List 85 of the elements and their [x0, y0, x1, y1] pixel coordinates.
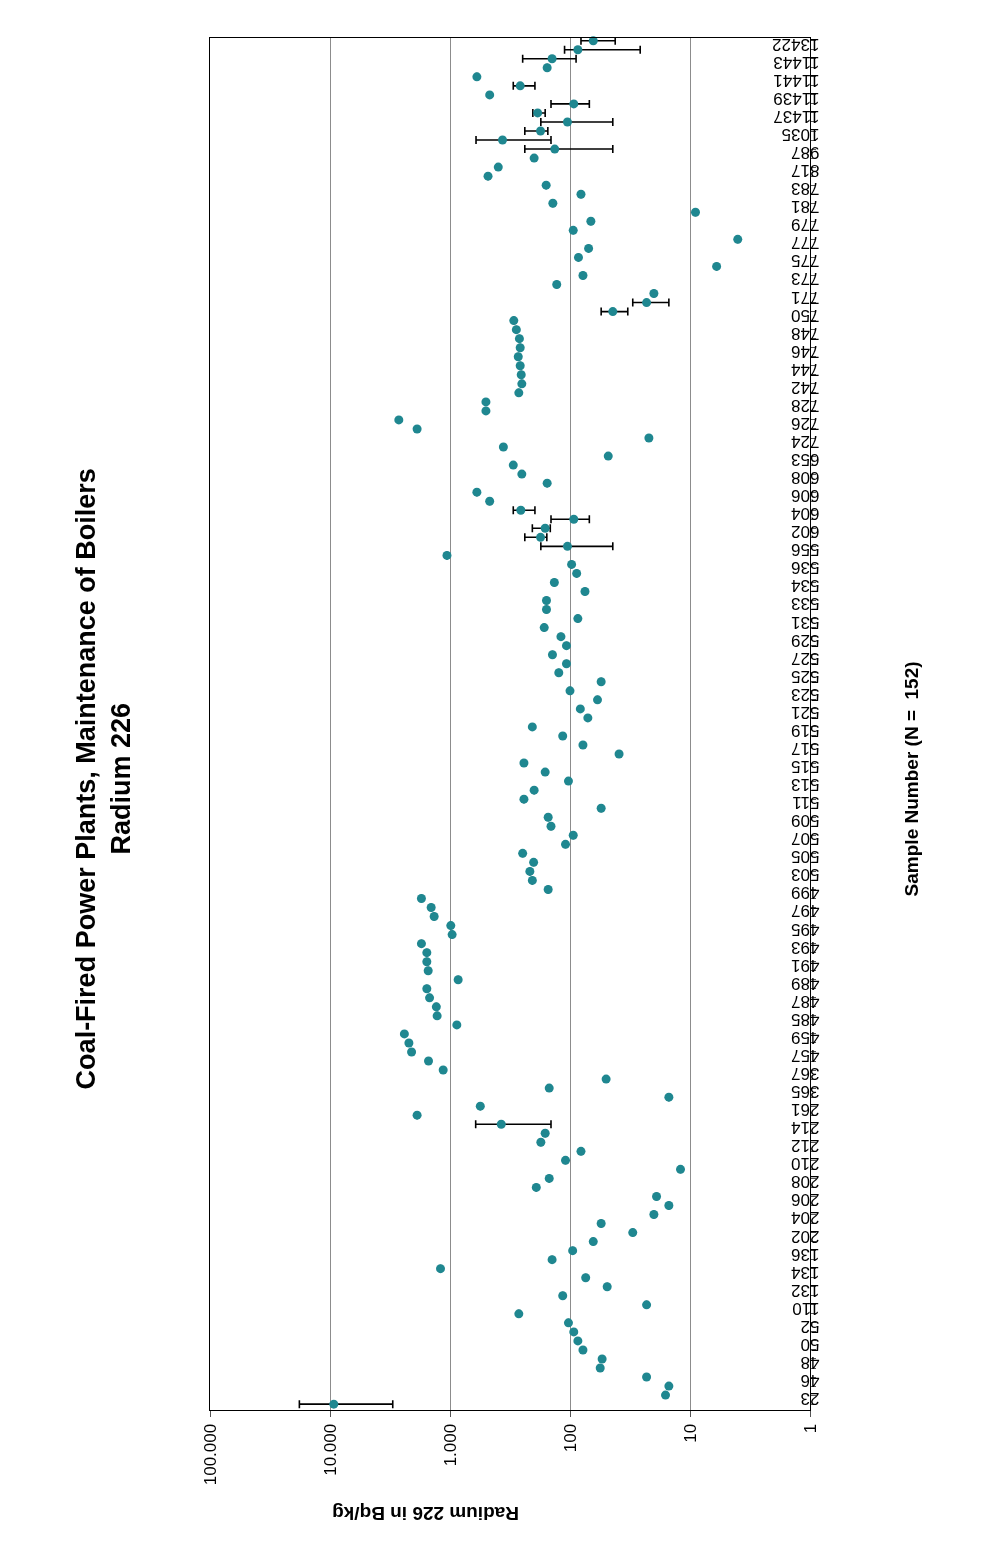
x-tick-label: 1 — [800, 1423, 820, 1434]
y-tick-label: 748 — [791, 323, 820, 343]
y-tick-label: 202 — [791, 1226, 820, 1246]
y-tick-label: 507 — [791, 829, 820, 849]
y-tick-label: 487 — [791, 991, 820, 1011]
y-tick-label: 750 — [791, 305, 820, 325]
y-tick-label: 110 — [792, 1298, 820, 1318]
y-tick-label: 485 — [791, 1009, 820, 1029]
y-tick-label: 206 — [791, 1190, 820, 1210]
y-tick-label: 509 — [791, 811, 820, 831]
y-tick-label: 521 — [791, 702, 820, 722]
y-tick-label: 132 — [791, 1280, 820, 1300]
y-tick-label: 746 — [791, 341, 820, 361]
y-tick-label: 1035 — [781, 124, 820, 144]
y-tick-label: 781 — [791, 197, 820, 217]
text: Coal-Fired Power Plants, Maintenance of Boilers Radium 226 — [70, 468, 136, 1090]
y-tick-label: 744 — [791, 359, 820, 379]
y-tick-label: 779 — [791, 215, 820, 235]
y-tick-label: 11437 — [773, 106, 820, 126]
y-tick-label: 48 — [800, 1352, 820, 1372]
y-tick-label: 531 — [791, 612, 820, 632]
y-tick-label: 987 — [791, 143, 820, 163]
y-tick-label: 771 — [791, 287, 820, 307]
y-tick-label: 365 — [791, 1082, 820, 1102]
y-tick-label: 367 — [791, 1064, 820, 1084]
y-tick-label: 653 — [791, 450, 820, 470]
y-tick-label: 556 — [791, 540, 820, 560]
y-tick-label: 11443 — [773, 52, 820, 72]
y-tick-label: 536 — [791, 558, 820, 578]
y-tick-label: 534 — [791, 576, 820, 596]
y-tick-label: 208 — [791, 1172, 820, 1192]
y-tick-label: 724 — [791, 431, 820, 451]
x-axis-title: Radium 226 in Bq/kg — [332, 1503, 519, 1525]
y-tick-label: 11441 — [773, 70, 820, 90]
y-tick-label: 775 — [791, 251, 820, 271]
y-tick-label: 773 — [791, 269, 820, 289]
y-tick-label: 511 — [792, 793, 820, 813]
x-tick-label: 1.000 — [440, 1423, 460, 1467]
y-tick-label: 602 — [791, 522, 820, 542]
y-tick-label: 499 — [791, 883, 820, 903]
y-tick-label: 493 — [791, 937, 820, 957]
y-tick-label: 505 — [791, 847, 820, 867]
y-tick-label: 783 — [791, 179, 820, 199]
y-tick-label: 11439 — [773, 88, 820, 108]
y-tick-label: 515 — [791, 757, 820, 777]
y-tick-label: 529 — [791, 630, 820, 650]
x-tick-label: 100 — [560, 1423, 580, 1453]
y-tick-label: 604 — [791, 504, 820, 524]
y-tick-label: 459 — [791, 1027, 820, 1047]
y-tick-label: 52 — [800, 1316, 820, 1336]
y-tick-label: 503 — [791, 865, 820, 885]
y-tick-label: 606 — [791, 486, 820, 506]
y-tick-label: 13422 — [772, 34, 820, 54]
y-tick-label: 523 — [791, 684, 820, 704]
y-tick-label: 214 — [791, 1118, 820, 1138]
y-tick-label: 726 — [791, 413, 820, 433]
y-tick-label: 533 — [791, 594, 820, 614]
y-tick-label: 742 — [791, 377, 820, 397]
x-tick-label: 10.000 — [320, 1423, 340, 1476]
y-tick-label: 204 — [791, 1208, 820, 1228]
x-tick-label: 100.000 — [200, 1423, 220, 1486]
y-tick-label: 457 — [791, 1045, 820, 1065]
y-tick-label: 212 — [791, 1136, 820, 1156]
y-tick-label: 210 — [791, 1154, 820, 1174]
y-tick-label: 46 — [800, 1371, 820, 1391]
y-tick-label: 517 — [791, 738, 820, 758]
y-tick-label: 136 — [791, 1244, 820, 1264]
y-tick-label: 495 — [791, 919, 820, 939]
y-tick-label: 513 — [791, 775, 820, 795]
y-tick-label: 497 — [791, 901, 820, 921]
y-tick-label: 519 — [791, 720, 820, 740]
y-tick-label: 525 — [791, 666, 820, 686]
y-tick-label: 261 — [791, 1100, 820, 1120]
y-tick-label: 489 — [791, 973, 820, 993]
y-tick-label: 608 — [791, 468, 820, 488]
x-tick-label: 10 — [680, 1423, 700, 1443]
y-tick-label: 50 — [800, 1334, 820, 1354]
y-tick-label: 817 — [791, 161, 820, 181]
y-tick-label: 728 — [791, 395, 820, 415]
y-tick-label: 527 — [791, 648, 820, 668]
y-tick-label: 491 — [791, 955, 820, 975]
y-axis-title: Sample Number (N = 152) — [900, 661, 922, 897]
y-tick-label: 777 — [791, 233, 820, 253]
y-tick-label: 134 — [791, 1262, 820, 1282]
y-tick-label: 23 — [800, 1389, 820, 1409]
